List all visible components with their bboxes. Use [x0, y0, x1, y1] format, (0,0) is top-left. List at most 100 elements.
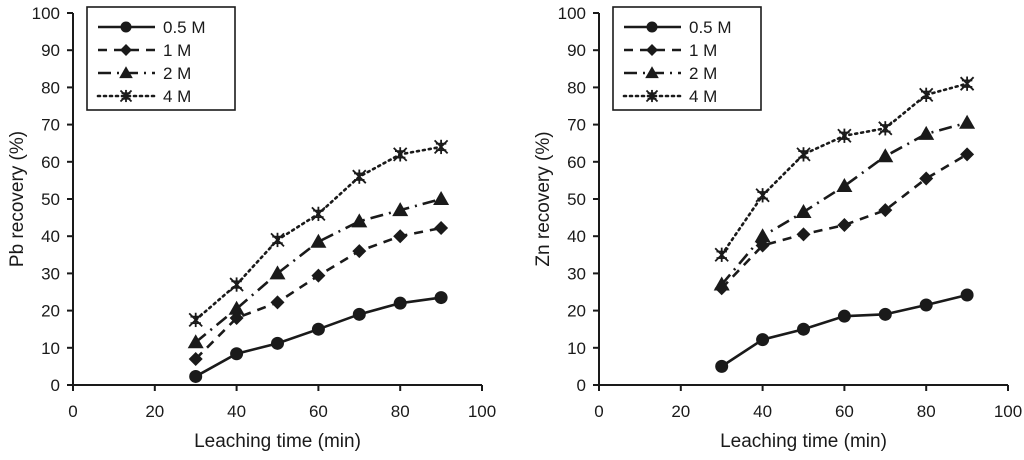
x-axis-title: Leaching time (min)	[720, 431, 887, 452]
asterisk-marker	[352, 169, 367, 184]
triangle-marker	[645, 66, 659, 79]
diamond-marker	[960, 147, 975, 162]
x-tick-label: 60	[835, 402, 854, 421]
triangle-marker	[187, 334, 204, 349]
y-tick-label: 60	[41, 153, 60, 172]
series-2-m	[713, 114, 976, 291]
asterisk-marker	[433, 139, 449, 155]
y-tick-label: 10	[41, 339, 60, 358]
circle-marker	[756, 333, 770, 347]
diamond-marker	[837, 218, 852, 233]
diamond-marker	[270, 295, 285, 310]
circle-marker	[120, 21, 132, 33]
legend-entry: 1 M	[624, 41, 717, 60]
y-tick-label: 50	[567, 190, 586, 209]
circle-marker	[271, 336, 284, 350]
x-tick-label: 40	[227, 402, 246, 421]
legend: 0.5 M 1 M 2 M 4 M	[612, 6, 762, 111]
asterisk-marker	[755, 188, 770, 203]
x-tick-label: 0	[68, 402, 77, 421]
y-tick-label: 70	[567, 116, 586, 135]
asterisk-marker	[959, 76, 975, 91]
asterisk-marker	[796, 147, 811, 162]
x-tick-label: 20	[145, 402, 164, 421]
y-tick-label: 20	[41, 302, 60, 321]
asterisk-marker	[714, 247, 729, 262]
y-tick-label: 30	[567, 264, 586, 283]
legend-entry: 1 M	[98, 41, 191, 60]
y-tick-label: 90	[567, 41, 586, 60]
triangle-marker	[795, 204, 812, 219]
triangle-marker	[433, 191, 450, 205]
y-tick-label: 90	[41, 41, 60, 60]
legend-label: 2 M	[163, 64, 191, 83]
legend-entry: 0.5 M	[98, 18, 206, 37]
diamond-marker	[796, 227, 811, 242]
triangle-marker	[392, 202, 409, 217]
circle-marker	[715, 359, 729, 373]
asterisk-marker	[119, 89, 133, 103]
asterisk-marker	[645, 89, 659, 103]
circle-marker	[434, 291, 448, 305]
y-tick-label: 30	[41, 264, 60, 283]
asterisk-marker	[229, 277, 244, 292]
series-2-m	[187, 191, 450, 349]
series-0-5-m	[715, 288, 974, 373]
asterisk-marker	[919, 87, 934, 102]
y-tick-label: 80	[567, 78, 586, 97]
triangle-marker	[269, 265, 286, 280]
asterisk-marker	[393, 147, 408, 162]
circle-marker	[311, 322, 325, 336]
legend-entry: 0.5 M	[624, 18, 732, 37]
y-axis-title: Zn recovery (%)	[533, 131, 554, 266]
diamond-marker	[878, 203, 893, 218]
x-tick-label: 100	[468, 402, 496, 421]
legend-entry: 4 M	[622, 87, 717, 106]
legend-label: 0.5 M	[689, 18, 732, 37]
asterisk-marker	[878, 121, 893, 136]
y-axis-title: Pb recovery (%)	[7, 131, 28, 267]
legend-label: 1 M	[163, 41, 191, 60]
circle-marker	[352, 307, 366, 321]
diamond-marker	[919, 171, 934, 186]
series-4-m	[188, 139, 449, 328]
asterisk-marker	[311, 206, 326, 222]
y-tick-label: 0	[51, 376, 60, 395]
x-tick-label: 60	[309, 402, 328, 421]
circle-marker	[646, 21, 658, 33]
legend-label: 2 M	[689, 64, 717, 83]
legend-box	[86, 6, 236, 111]
y-tick-label: 100	[558, 4, 586, 23]
y-tick-label: 60	[567, 153, 586, 172]
legend-entry: 2 M	[624, 64, 717, 83]
circle-marker	[797, 322, 810, 336]
y-tick-label: 80	[41, 78, 60, 97]
x-axis-title: Leaching time (min)	[194, 431, 361, 452]
asterisk-marker	[188, 312, 203, 328]
triangle-marker	[959, 114, 976, 129]
triangle-marker	[119, 66, 133, 79]
triangle-marker	[310, 233, 327, 248]
y-tick-label: 20	[567, 302, 586, 321]
y-tick-label: 0	[577, 376, 586, 395]
triangle-marker	[713, 276, 730, 291]
y-tick-label: 70	[41, 116, 60, 135]
x-tick-label: 20	[671, 402, 690, 421]
circle-marker	[919, 298, 933, 312]
triangle-marker	[877, 148, 894, 163]
series-0-5-m	[189, 291, 448, 383]
pb-recovery-chart: 0 10 20 30 40 50 60 70 80 90 100 0 20 40 60 80 100 Leachi…	[7, 4, 496, 452]
circle-marker	[230, 347, 244, 361]
x-tick-label: 0	[594, 402, 603, 421]
diamond-marker	[120, 44, 132, 56]
asterisk-marker	[270, 232, 285, 248]
legend-label: 1 M	[689, 41, 717, 60]
triangle-marker	[836, 177, 853, 192]
asterisk-marker	[837, 128, 852, 143]
axes	[593, 12, 1009, 391]
legend: 0.5 M 1 M 2 M 4 M	[86, 6, 236, 111]
axes	[67, 12, 483, 391]
circle-marker	[878, 307, 892, 321]
diamond-marker	[311, 268, 326, 283]
y-tick-label: 40	[41, 227, 60, 246]
